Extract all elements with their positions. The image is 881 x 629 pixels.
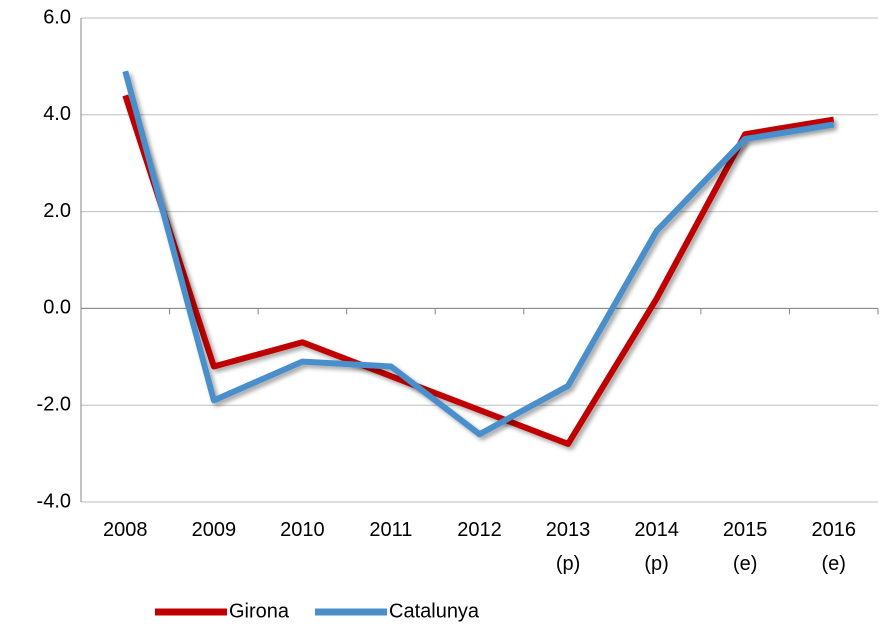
series-line — [122, 70, 835, 438]
y-tick-label: -2.0 — [37, 393, 71, 415]
legend-label: Girona — [229, 600, 290, 622]
x-tick-label: 2009 — [191, 519, 237, 541]
y-tick-label: 2.0 — [43, 200, 71, 222]
x-tick-label: 2008 — [103, 519, 148, 541]
y-tick-label: -4.0 — [37, 490, 71, 512]
x-tick-label: 2015 (e) — [722, 519, 768, 575]
y-tick-label: 6.0 — [43, 6, 71, 28]
x-tick-label: 2013 (p) — [545, 519, 591, 575]
x-tick-label: 2016 (e) — [811, 519, 856, 575]
x-tick-label: 2014 (p) — [634, 519, 679, 575]
y-tick-label: 0.0 — [43, 297, 71, 319]
series-line — [122, 94, 835, 447]
legend-label: Catalunya — [389, 600, 480, 622]
y-tick-label: 4.0 — [43, 103, 71, 125]
x-tick-label: 2011 — [369, 519, 413, 541]
x-tick-label: 2012 — [457, 519, 502, 541]
x-tick-label: 2010 — [280, 519, 325, 541]
